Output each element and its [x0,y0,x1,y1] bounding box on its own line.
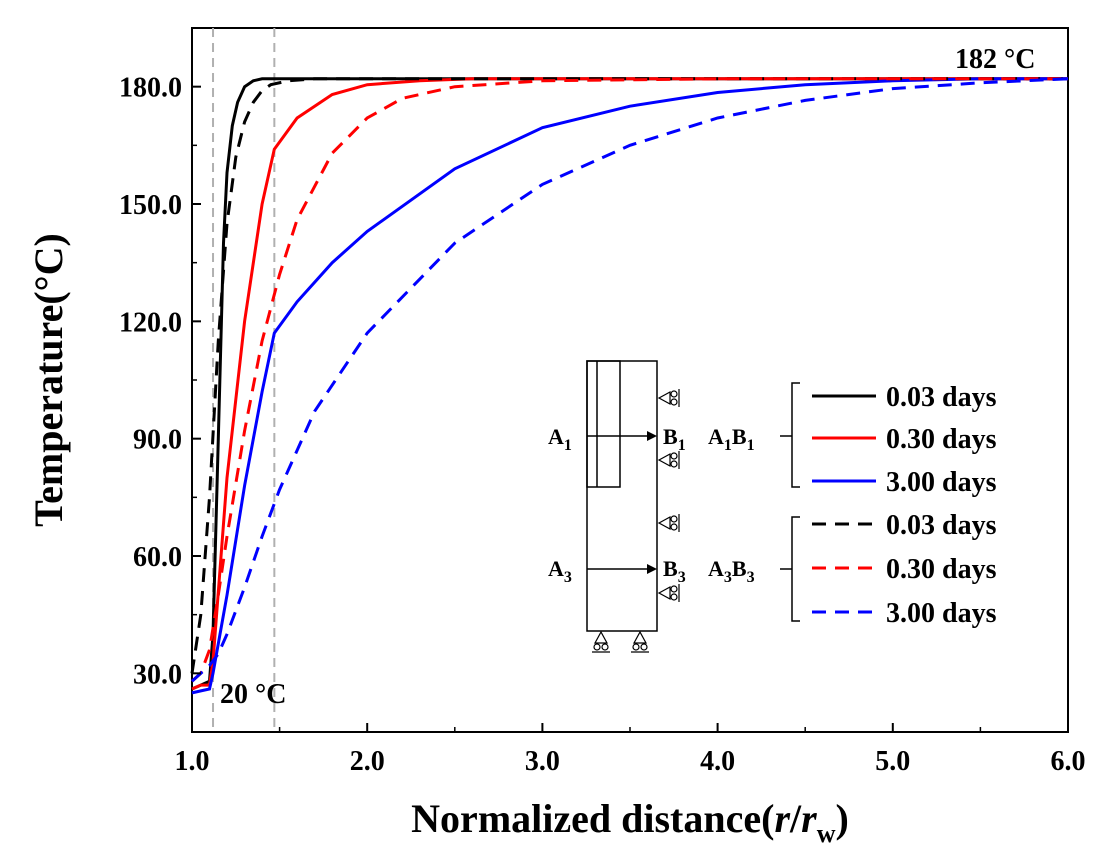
support-1-roller-a [670,390,678,398]
inset-inner-box [586,360,621,488]
series-line-a3b3-4 [190,77,1068,683]
x-axis-title-prefix: Normalized distance( [411,796,774,841]
legend-entry-label: 0.30 days [886,554,997,585]
inset-label-b3: B3 [663,556,686,586]
inset-schematic: A1 B1 A3 B3 A1B1 A3B3 [548,360,800,653]
x-axis-title-slash: / [789,796,802,841]
legend-entry-label: 0.03 days [886,510,997,541]
y-axis-title: Temperature(°C) [26,233,71,527]
annotation-182c: 182 °C [955,44,1035,75]
x-tick-label: 4.0 [700,746,735,777]
inset-arrowhead-a1b1 [647,431,657,441]
support-5-roller-a [593,643,601,651]
x-axis-title-sub: w [817,819,836,848]
x-tick-label: 2.0 [350,746,385,777]
support-2 [657,452,671,468]
support-3-roller-a [670,515,678,523]
inset-label-b1: B1 [663,424,686,454]
support-3 [657,515,671,531]
x-tick-label: 1.0 [175,746,210,777]
x-axis-title-suffix: ) [836,796,849,841]
y-tick-label: 60.0 [133,542,182,573]
support-1-roller-b [670,398,678,406]
x-axis-title: Normalized distance(r/rw) [411,796,849,848]
y-tick-label: 90.0 [133,425,182,456]
inset-outer-box [586,360,658,632]
support-2-roller-a [670,452,678,460]
legend-entry-label: 0.30 days [886,424,997,455]
inset-label-a3: A3 [548,556,572,586]
series-line-a3b3-5 [190,77,1069,683]
legend-entry-label: 3.00 days [886,467,997,498]
legend-group-label-a1b1: A1B1 [708,424,755,454]
y-tick-label: 180.0 [119,73,182,104]
support-6-roller-b [640,643,648,651]
annotation-20c: 20 °C [220,679,286,710]
inset-arrowhead-a3b3 [647,564,657,574]
support-4-roller-b [670,593,678,601]
inset-right-supports [657,389,680,602]
support-1 [657,390,671,406]
x-axis-title-rw: r [801,796,817,841]
support-6 [632,630,648,644]
inset-label-a1: A1 [548,424,572,454]
y-tick-label: 150.0 [119,190,182,221]
x-tick-label: 3.0 [525,746,560,777]
support-5-roller-b [601,643,609,651]
support-5 [593,630,609,644]
x-axis-title-r: r [774,796,790,841]
support-6-roller-a [632,643,640,651]
legend-group-label-a3b3: A3B3 [708,556,755,586]
series-line-a1b1-2 [191,77,1068,695]
y-tick-label: 30.0 [133,659,182,690]
y-tick-label: 120.0 [119,307,182,338]
legend-entry-label: 3.00 days [886,598,997,629]
ticks: 1.0 2.0 3.0 4.0 5.0 6.0 30.0 60.0 90.0 120.0 150.0… [119,73,1086,777]
legend: 0.03 days 0.30 days 3.00 days 0.03 days 0.30… [812,382,997,629]
inset-bottom-supports [592,630,649,653]
legend-brackets [780,382,800,622]
x-tick-label: 5.0 [875,746,910,777]
support-3-roller-b [670,523,678,531]
legend-entry-label: 0.03 days [886,382,997,413]
bracket-a1b1 [791,382,800,488]
support-2-roller-b [670,460,678,468]
support-4 [657,585,671,601]
bracket-a3b3 [791,516,800,622]
series-lines [190,77,1069,695]
support-4-roller-a [670,585,678,593]
x-tick-label: 6.0 [1051,746,1086,777]
